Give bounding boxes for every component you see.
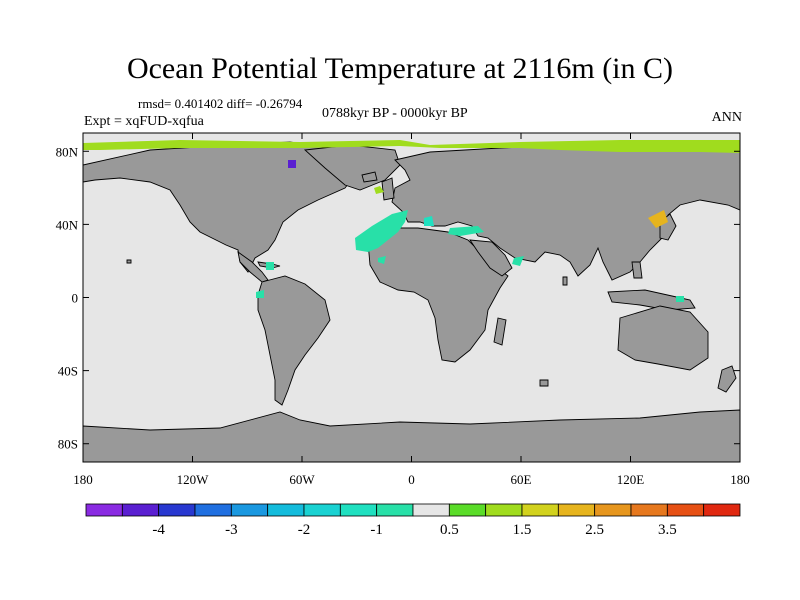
colorbar-swatch [230,503,269,517]
map-area [83,133,740,462]
experiment-label: Expt = xqFUD-xqfua [84,114,204,129]
colorbar-swatch [121,503,160,517]
anomaly-baffin-bay [288,160,296,168]
period-label: 0788kyr BP - 0000kyr BP [322,106,468,121]
colorbar-label: 3.5 [658,522,677,538]
x-tick-label: 60E [511,472,532,487]
colorbar-swatch [85,503,123,517]
x-tick-label: 180 [730,472,750,487]
colorbar-swatch [703,503,741,517]
land-philippines [631,261,643,279]
land-madagascar [493,317,507,346]
colorbar-label: 1.5 [513,522,532,538]
colorbar-swatch [485,503,523,517]
land-arabia [469,239,513,277]
anomaly-layer [83,140,740,302]
anomaly-caribbean [266,262,274,270]
colorbar-swatch [194,503,232,517]
colorbar-swatch [448,503,487,517]
x-tick-label: 120E [617,472,645,487]
x-tick-label: 60W [289,472,315,487]
season-label: ANN [711,110,742,125]
colorbar: -4 -3 -2 -1 0.5 1.5 2.5 3.5 [85,503,741,538]
land-sri-lanka [562,276,568,286]
map-axes: 180 120W 60W 0 60E 120E 180 80N 40N 0 40S 80S [56,133,750,487]
x-tick-label: 120W [177,472,210,487]
anomaly-sea-of-japan [648,210,668,228]
colorbar-swatch [412,503,450,517]
anomaly-indonesia [676,296,684,302]
y-tick-label: 40N [56,217,79,232]
colorbar-swatch [158,503,196,517]
colorbar-swatch [339,503,378,517]
anomaly-east-pacific [256,290,264,298]
land-british-isles [381,177,395,201]
stats-text: rmsd= 0.401402 diff= -0.26794 [138,96,303,111]
anomaly-gulf-of-guinea [378,256,386,264]
colorbar-swatch [594,503,632,517]
land-iceland [361,171,378,183]
colorbar-swatch [376,503,414,517]
colorbar-label: -2 [298,522,311,538]
colorbar-swatch [521,503,559,517]
colorbar-swatch [666,503,705,517]
land-australia [617,305,709,371]
colorbar-label: 0.5 [440,522,459,538]
land-eurasia [391,145,740,281]
land-south-america [257,275,331,406]
colorbar-swatch [557,503,596,517]
y-tick-label: 0 [72,291,79,306]
colorbar-label: 2.5 [585,522,604,538]
land-hawaii [126,259,132,264]
y-tick-label: 40S [58,364,78,379]
land-layer [83,141,740,462]
land-kerguelen [539,379,549,387]
colorbar-swatch [267,503,305,517]
x-tick-label: 0 [408,472,415,487]
y-tick-label: 80S [58,437,78,452]
colorbar-label: -4 [152,522,165,538]
colorbar-swatch [303,503,341,517]
anomaly-red-sea [512,256,524,266]
chart-title: Ocean Potential Temperature at 2116m (in… [126,52,674,85]
anomaly-mediterranean-east [448,226,484,236]
anomaly-north-atlantic [355,210,408,252]
y-tick-label: 80N [56,144,79,159]
land-new-zealand [717,365,737,393]
colorbar-label: -3 [225,522,238,538]
colorbar-label: -1 [370,522,383,538]
land-antarctica [83,409,740,462]
anomaly-mediterranean-west [424,216,434,226]
anomaly-arctic-ridge [83,140,740,153]
land-southeast-asia-islands [607,289,696,311]
anomaly-norwegian-sea [374,186,384,194]
x-tick-label: 180 [73,472,93,487]
colorbar-swatch [630,503,668,517]
